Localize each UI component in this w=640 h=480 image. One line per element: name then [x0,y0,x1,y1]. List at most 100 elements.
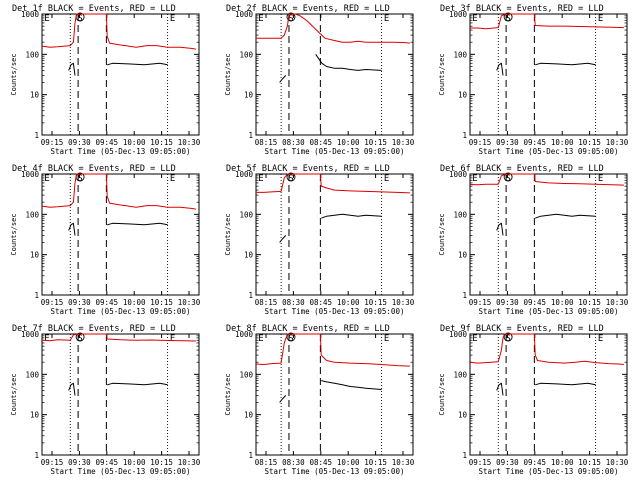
x-tick-label: 08:15 [255,138,278,147]
plot-frame [41,13,200,136]
marker-circle [286,332,296,342]
marker-label: S [288,174,293,184]
x-tick-label: 08:30 [282,458,305,467]
y-tick-label: 1 [248,291,253,300]
x-tick-label: 08:45 [310,138,333,147]
y-tick-label: 10 [30,411,40,420]
y-tick-label: 1000 [235,330,254,339]
x-tick-label: 08:15 [255,458,278,467]
x-tick-label: 10:30 [178,458,201,467]
x-tick-label: 09:45 [524,458,547,467]
y-tick-label: 1 [34,451,39,460]
x-tick-label: 09:15 [469,298,492,307]
marker-label: S [505,174,510,184]
series-lld-line [469,333,624,365]
y-tick-label: 100 [453,50,467,59]
y-axis-label: Counts/sec [10,53,18,95]
marker-label: E [258,174,263,184]
series-lld-line [41,13,196,50]
panel-title: Det 5f BLACK = Events, RED = LLD [226,164,390,174]
x-tick-label: 08:30 [282,138,305,147]
plot-frame [255,173,414,296]
x-tick-label: 10:30 [178,138,201,147]
marker-label: E [472,14,477,24]
x-tick-label: 10:00 [551,458,574,467]
y-tick-label: 100 [453,370,467,379]
x-axis-label: Start Time (05-Dec-13 09:05:00) [479,467,619,476]
marker-label: S [505,334,510,344]
y-tick-label: 100 [25,210,39,219]
y-tick-label: 1 [462,451,467,460]
y-axis-label: Counts/sec [438,213,446,255]
y-axis-label: Counts/sec [10,213,18,255]
series-lld-line [41,333,196,342]
x-tick-label: 10:30 [392,138,415,147]
y-tick-label: 100 [239,370,253,379]
marker-circle [75,332,85,342]
x-tick-label: 09:45 [96,138,119,147]
y-axis-label: Counts/sec [224,213,232,255]
panel-title: Det 3f BLACK = Events, RED = LLD [440,4,604,14]
x-tick-label: 09:45 [96,458,119,467]
x-tick-label: 10:00 [123,458,146,467]
y-axis-label: Counts/sec [10,373,18,415]
x-tick-label: 10:15 [150,298,173,307]
marker-label: E [170,174,175,184]
x-axis-label: Start Time (05-Dec-13 09:05:00) [265,307,405,316]
x-tick-label: 08:45 [310,298,333,307]
x-tick-label: 10:00 [337,138,360,147]
series-events-line [279,75,287,83]
y-tick-label: 1000 [21,170,40,179]
x-tick-label: 10:00 [123,298,146,307]
marker-label: S [505,14,510,24]
x-tick-label: 09:15 [469,458,492,467]
series-events-line [107,382,168,386]
y-tick-label: 10 [30,91,40,100]
x-tick-label: 10:15 [364,138,387,147]
y-tick-label: 10 [244,251,254,260]
x-tick-label: 08:15 [255,298,278,307]
marker-circle [286,172,296,182]
x-axis-label: Start Time (05-Dec-13 09:05:00) [265,147,405,156]
marker-label: E [44,14,49,24]
marker-label: E [44,174,49,184]
series-events-line [279,235,287,243]
marker-label: S [288,334,293,344]
marker-circle [503,332,513,342]
marker-label: E [384,14,389,24]
series-events-line [315,54,382,71]
series-events-line [535,213,596,219]
marker-label: E [384,334,389,344]
x-tick-label: 09:45 [524,298,547,307]
marker-label: S [288,14,293,24]
x-tick-label: 09:15 [41,138,64,147]
y-axis-label: Counts/sec [224,53,232,95]
x-tick-label: 10:00 [551,138,574,147]
series-lld-line [469,173,624,186]
panel-title: Det 4f BLACK = Events, RED = LLD [12,164,176,174]
panel-det-6: Det 6f BLACK = Events, RED = LLD 1 10 100 10… [438,164,629,316]
plot-frame [469,173,628,296]
series-events-line [535,382,596,386]
x-tick-label: 09:30 [496,458,519,467]
series-events-line [68,382,76,396]
panel-det-8: Det 8f BLACK = Events, RED = LLD 1 10 100 10… [224,324,415,476]
x-tick-label: 09:15 [469,138,492,147]
series-events-line [321,380,382,390]
plot-frame [41,173,200,296]
x-tick-label: 09:30 [68,458,91,467]
plot-frame [469,13,628,136]
x-tick-label: 09:30 [68,138,91,147]
x-tick-label: 10:00 [337,458,360,467]
x-tick-label: 10:00 [337,298,360,307]
y-tick-label: 100 [239,50,253,59]
y-tick-label: 10 [244,411,254,420]
x-tick-label: 10:30 [392,458,415,467]
panel-title: Det 6f BLACK = Events, RED = LLD [440,164,604,174]
series-lld-line [256,13,410,44]
y-tick-label: 1 [34,291,39,300]
y-tick-label: 100 [25,370,39,379]
panel-title: Det 2f BLACK = Events, RED = LLD [226,4,390,14]
panel-det-4: Det 4f BLACK = Events, RED = LLD 1 10 100 10… [10,164,201,316]
